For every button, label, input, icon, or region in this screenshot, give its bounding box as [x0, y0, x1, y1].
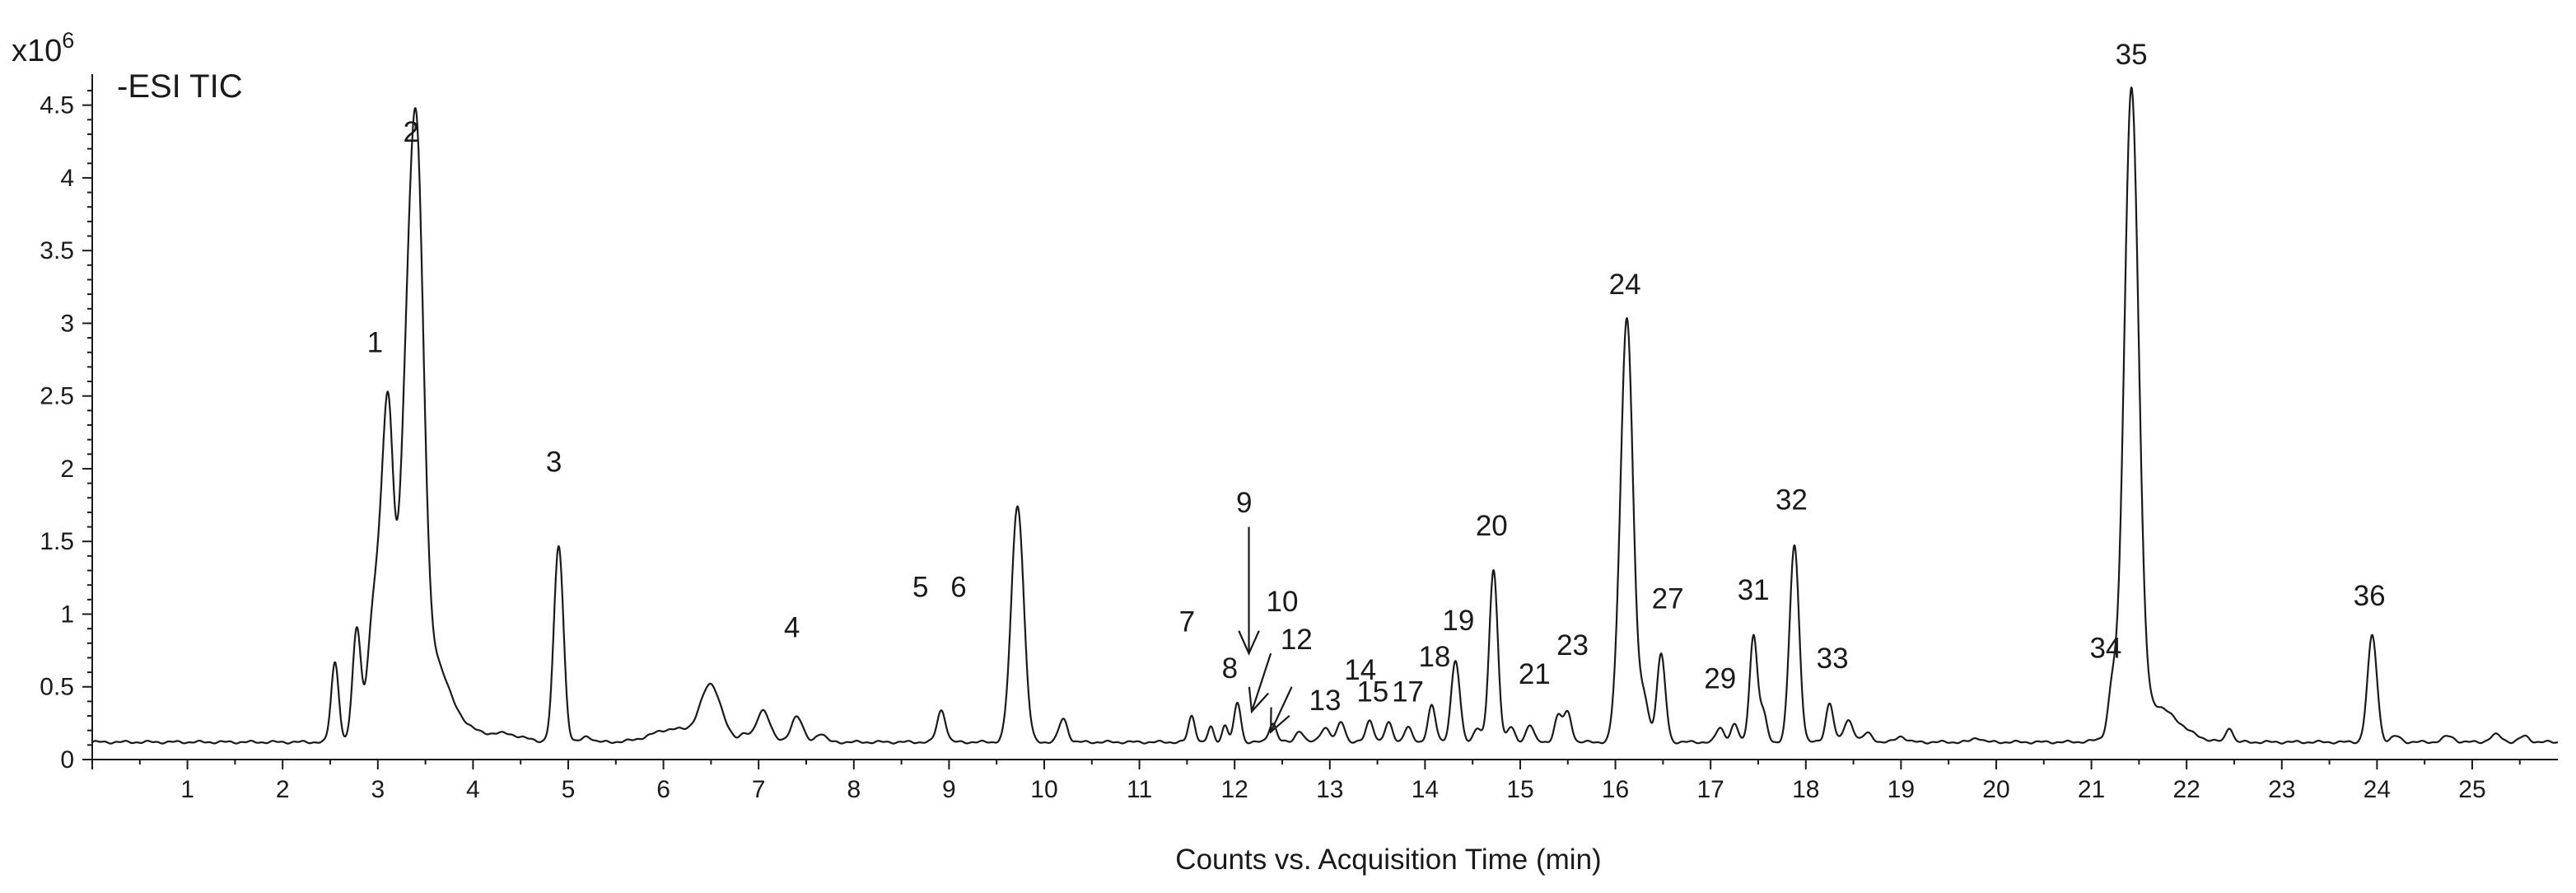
y-tick-label: 4 — [60, 165, 74, 192]
x-tick-label: 9 — [942, 776, 956, 803]
y-tick-label: 3 — [60, 310, 74, 337]
y-tick-label: 1.5 — [40, 528, 74, 555]
peak-label: 8 — [1222, 652, 1238, 685]
peak-arrow-shaft — [1270, 686, 1293, 732]
y-tick-label: 2 — [60, 456, 74, 483]
y-tick-label: 1 — [60, 601, 74, 628]
peak-label: 18 — [1418, 641, 1450, 673]
y-multiplier-base: x10 — [12, 34, 62, 68]
x-axis-title: Counts vs. Acquisition Time (min) — [1175, 844, 1601, 876]
peak-label: 2 — [404, 116, 419, 148]
peak-label: 6 — [950, 571, 966, 603]
peak-label: 27 — [1652, 582, 1684, 615]
y-multiplier-label: x106 — [12, 28, 74, 68]
peak-label: 19 — [1442, 605, 1474, 637]
peak-arrow-head — [1248, 686, 1269, 714]
peak-label: 29 — [1704, 663, 1736, 695]
peak-label: 20 — [1476, 510, 1508, 542]
x-tick-label: 25 — [2458, 776, 2485, 803]
x-tick-label: 23 — [2268, 776, 2295, 803]
peak-label: 32 — [1776, 484, 1808, 516]
y-tick-label: 3.5 — [40, 237, 74, 264]
x-tick-label: 14 — [1412, 776, 1439, 803]
peak-label: 15 — [1356, 676, 1388, 708]
peak-label: 3 — [546, 446, 562, 478]
x-tick-label: 12 — [1220, 776, 1248, 803]
peak-label: 4 — [784, 612, 800, 644]
peak-label: 23 — [1556, 629, 1589, 662]
peak-label: 33 — [1817, 643, 1849, 675]
y-multiplier-exponent: 6 — [62, 28, 74, 53]
peak-label: 14 — [1344, 654, 1376, 686]
x-tick-label: 19 — [1888, 776, 1915, 803]
peak-arrow-head — [1269, 707, 1290, 734]
peak-label: 1 — [367, 327, 383, 359]
x-tick-label: 24 — [2364, 776, 2391, 803]
peak-label: 12 — [1281, 624, 1313, 656]
x-tick-label: 15 — [1506, 776, 1533, 803]
x-tick-label: 20 — [1982, 776, 2009, 803]
x-tick-label: 13 — [1316, 776, 1343, 803]
x-tick-label: 21 — [2078, 776, 2105, 803]
x-tick-label: 22 — [2172, 776, 2200, 803]
peak-label: 36 — [2354, 580, 2386, 612]
x-tick-label: 6 — [656, 776, 670, 803]
x-tick-label: 7 — [752, 776, 766, 803]
peak-label: 5 — [912, 571, 928, 603]
x-tick-label: 4 — [466, 776, 480, 803]
x-tick-label: 17 — [1696, 776, 1724, 803]
x-tick-label: 10 — [1030, 776, 1057, 803]
peak-arrows — [1238, 526, 1293, 734]
y-tick-label: 0 — [60, 746, 74, 774]
x-tick-label: 2 — [276, 776, 290, 803]
y-axis-ticks: 0 0.5 1 1.5 2 2.5 3 3.5 4 4.5 — [40, 90, 92, 774]
chart-title: -ESI TIC — [117, 68, 243, 105]
x-tick-label: 11 — [1127, 776, 1152, 803]
peak-label: 7 — [1179, 606, 1195, 638]
peak-label: 10 — [1267, 586, 1299, 618]
peak-label: 17 — [1392, 676, 1424, 708]
y-tick-label: 2.5 — [40, 383, 74, 410]
x-axis-ticks: 1 2 3 4 5 6 7 8 9 10 11 12 13 14 15 16 17 18 19 20 21 22 23 24 2… — [91, 760, 2521, 803]
axes — [91, 74, 2558, 760]
peak-arrow-head — [1238, 630, 1260, 656]
peak-label: 35 — [2116, 39, 2148, 71]
peak-arrow-shaft — [1250, 652, 1272, 713]
peak-label: 24 — [1609, 269, 1641, 301]
x-tick-label: 5 — [562, 776, 576, 803]
y-tick-label: 4.5 — [40, 92, 74, 119]
peak-label: 13 — [1309, 685, 1342, 717]
x-tick-label: 18 — [1792, 776, 1819, 803]
x-tick-label: 8 — [847, 776, 861, 803]
peak-label: 34 — [2089, 632, 2121, 664]
tic-series-line — [91, 86, 2559, 745]
peak-label: 9 — [1236, 487, 1252, 519]
x-tick-label: 16 — [1602, 776, 1629, 803]
x-tick-label: 1 — [180, 776, 194, 803]
x-tick-label: 3 — [371, 776, 385, 803]
peak-label: 21 — [1519, 658, 1551, 690]
peak-label: 31 — [1738, 574, 1770, 606]
y-tick-label: 0.5 — [40, 674, 74, 701]
